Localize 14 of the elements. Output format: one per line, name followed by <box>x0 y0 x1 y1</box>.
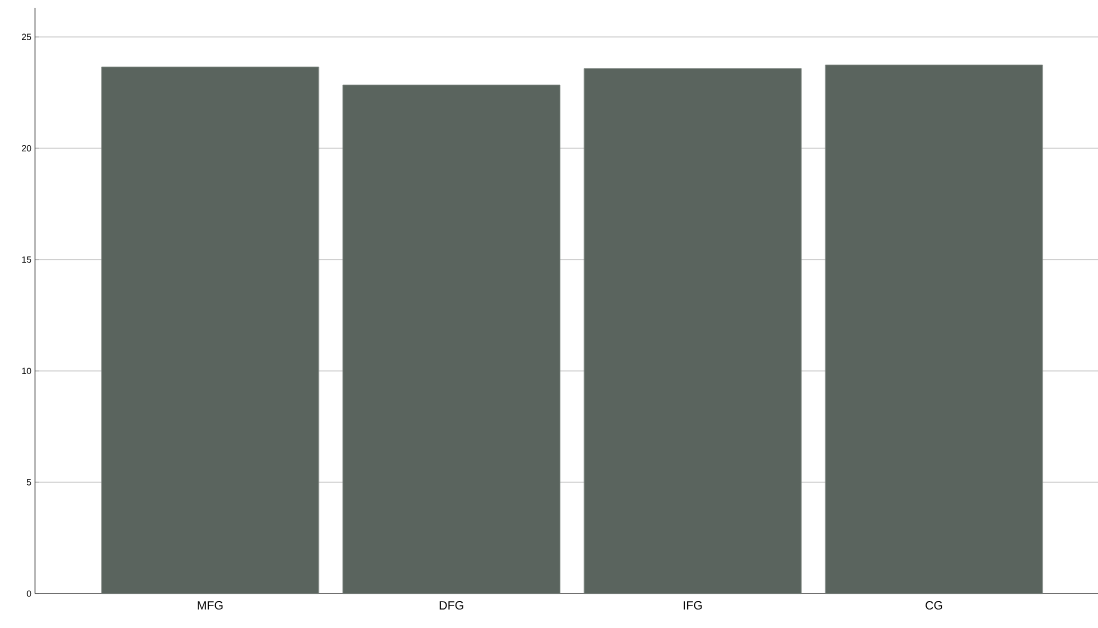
x-tick-label: IFG <box>683 601 702 610</box>
y-tick-label: 0 <box>26 590 32 597</box>
y-tick-label: 25 <box>21 33 32 41</box>
x-tick-label: MFG <box>197 601 223 610</box>
x-tick-label: CG <box>925 601 943 610</box>
x-tick-label: DFG <box>439 601 464 610</box>
y-tick-label: 15 <box>22 256 32 263</box>
bar <box>101 66 320 594</box>
bar <box>583 68 802 594</box>
y-tick-label: 5 <box>26 479 32 486</box>
bar <box>342 84 561 594</box>
bar <box>825 64 1043 594</box>
y-tick-label: 10 <box>22 367 32 375</box>
y-tick-label: 20 <box>21 145 32 152</box>
